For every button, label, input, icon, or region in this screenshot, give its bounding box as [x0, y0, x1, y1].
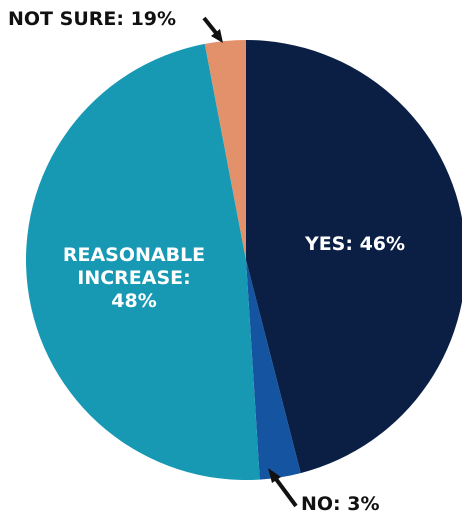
- pie-slice-not-sure: [204, 40, 246, 260]
- no-arrowhead: [268, 468, 281, 483]
- pie-slices: [26, 40, 462, 481]
- no-arrow: [274, 477, 298, 508]
- slice-label-no: NO: 3%: [301, 493, 380, 515]
- not-sure-arrow: [202, 16, 218, 35]
- slice-label-not-sure: NOT SURE: 19%: [8, 8, 176, 30]
- annotation-arrows: [202, 16, 298, 508]
- slice-label-reasonable-line3: 48%: [111, 290, 156, 312]
- pie-slice-reasonable-increase: [26, 43, 260, 481]
- pie-slice-yes: [246, 40, 462, 474]
- not-sure-arrowhead: [211, 29, 223, 43]
- slice-label-reasonable-line2: INCREASE:: [77, 267, 191, 289]
- pie-slice-no: [246, 260, 301, 480]
- slice-label-reasonable-line1: REASONABLE: [63, 244, 205, 266]
- slice-label-yes: YES: 46%: [304, 233, 405, 255]
